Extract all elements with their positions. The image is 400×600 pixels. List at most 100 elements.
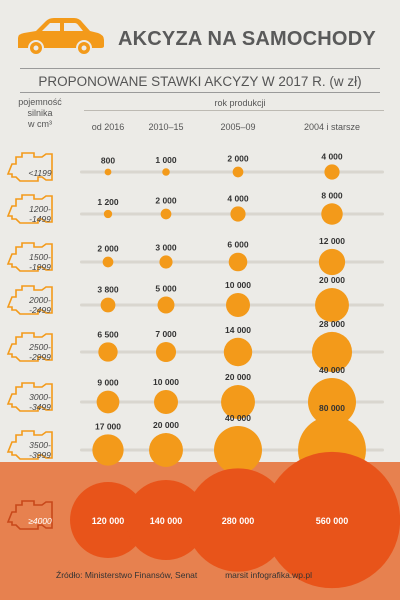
value-label-6-0: 17 000 <box>95 421 121 431</box>
bubble-5-0 <box>96 390 120 414</box>
value-label-3-2: 10 000 <box>225 280 251 290</box>
divider-bottom <box>20 92 380 93</box>
page-title: AKCYZA NA SAMOCHODY <box>118 28 376 50</box>
bubble-6-2 <box>214 426 262 474</box>
value-label-2-3: 12 000 <box>319 236 345 246</box>
bubble-7-0 <box>70 482 146 558</box>
value-label-6-2: 40 000 <box>225 413 251 423</box>
capacity-header-line2: silnika <box>27 108 53 118</box>
bubble-1-2 <box>230 206 246 222</box>
bubble-7-2 <box>186 468 290 572</box>
bubble-4-0 <box>98 342 118 362</box>
bubble-5-2 <box>221 385 255 419</box>
value-label-0-0: 800 <box>101 156 115 166</box>
bubble-0-0 <box>104 168 112 176</box>
value-label-6-1: 20 000 <box>153 420 179 430</box>
column-label-0: od 2016 <box>92 122 125 132</box>
value-label-5-0: 9 000 <box>97 378 119 388</box>
value-label-5-1: 10 000 <box>153 377 179 387</box>
bubble-1-3 <box>321 203 343 225</box>
engine-icon <box>6 152 53 182</box>
production-header: rok produkcji <box>214 98 266 108</box>
bubble-2-3 <box>318 248 346 276</box>
value-label-0-3: 4 000 <box>321 151 343 161</box>
value-label-3-1: 5 000 <box>155 284 177 294</box>
production-header-line <box>84 110 384 111</box>
value-label-0-1: 1 000 <box>155 155 177 165</box>
divider-top <box>20 68 380 69</box>
value-label-4-1: 7 000 <box>155 329 177 339</box>
bubble-1-0 <box>103 209 113 219</box>
value-label-4-2: 14 000 <box>225 325 251 335</box>
row-label-line2: -2999 <box>29 352 51 362</box>
value-label-2-1: 3 000 <box>155 242 177 252</box>
engine-icon <box>6 332 53 362</box>
value-label-7-1: 140 000 <box>150 516 183 526</box>
value-label-0-2: 2 000 <box>227 154 249 164</box>
engine-icon <box>6 430 53 460</box>
chart-row-7: ≥4000 120 000 140 000 280 000 560 000 <box>6 451 400 589</box>
row-track <box>80 170 384 174</box>
value-label-7-3: 560 000 <box>316 516 349 526</box>
bubble-2-0 <box>102 256 114 268</box>
value-label-7-2: 280 000 <box>222 516 255 526</box>
bubble-4-3 <box>311 331 353 373</box>
header: AKCYZA NA SAMOCHODY <box>0 0 400 70</box>
chart-row-2: 1500--1999 2 000 3 000 6 000 12 000 <box>6 236 384 276</box>
row-label-line1: ≥4000 <box>28 516 52 526</box>
column-label-1: 2010–15 <box>148 122 183 132</box>
bubble-6-0 <box>92 434 124 466</box>
value-label-2-2: 6 000 <box>227 240 249 250</box>
row-label-line2: -3999 <box>29 450 51 460</box>
bubble-3-0 <box>100 297 116 313</box>
capacity-header-line3: w cm³ <box>28 119 52 129</box>
source-note: Źródło: Ministerstwo Finansów, Senat <box>56 570 198 580</box>
bubble-0-1 <box>162 168 170 176</box>
chart-row-3: 2000--2499 3 800 5 000 10 000 20 000 <box>6 275 384 322</box>
row-label-line2: -2499 <box>29 305 51 315</box>
row-label-line1: <1199 <box>28 168 52 178</box>
row-label-line1: 1200- <box>29 204 51 214</box>
value-label-7-0: 120 000 <box>92 516 125 526</box>
engine-icon <box>6 194 53 224</box>
capacity-header-line1: pojemność <box>18 97 62 107</box>
row-label-line1: 1500- <box>29 252 51 262</box>
chart-row-1: 1200--1499 1 200 2 000 4 000 8 000 <box>6 190 384 225</box>
chart-subtitle: PROPONOWANE STAWKI AKCYZY W 2017 R. (w z… <box>38 74 362 89</box>
bubble-2-1 <box>159 255 173 269</box>
value-label-4-3: 28 000 <box>319 319 345 329</box>
engine-icon <box>6 382 53 412</box>
value-label-3-0: 3 800 <box>97 285 119 295</box>
value-label-5-3: 40 000 <box>319 365 345 375</box>
bubble-7-1 <box>125 479 207 561</box>
row-label-line2: -3499 <box>29 402 51 412</box>
engine-icon <box>6 500 53 530</box>
bubble-5-3 <box>308 378 356 426</box>
chart-row-5: 3000--3499 9 000 10 000 20 000 40 000 <box>6 365 384 426</box>
value-label-3-3: 20 000 <box>319 275 345 285</box>
bubble-3-2 <box>226 293 250 317</box>
engine-icon <box>6 285 53 315</box>
value-label-1-2: 4 000 <box>227 193 249 203</box>
row-label-line1: 2500- <box>28 342 51 352</box>
bubble-1-1 <box>160 208 172 220</box>
bubble-4-1 <box>155 341 177 363</box>
credit-note: marsit infografika.wp.pl <box>225 570 312 580</box>
capacity-header: pojemność silnika w cm³ <box>10 97 70 130</box>
row-label-line1: 2000- <box>28 295 51 305</box>
column-label-2: 2005–09 <box>220 122 255 132</box>
bubble-3-3 <box>315 288 349 322</box>
bubble-5-1 <box>154 390 178 414</box>
bubble-0-3 <box>324 164 340 180</box>
column-label-3: 2004 i starsze <box>304 122 360 132</box>
value-label-5-2: 20 000 <box>225 372 251 382</box>
value-label-1-3: 8 000 <box>321 190 343 200</box>
chart-row-0: <1199 800 1 000 2 000 4 000 <box>6 151 384 182</box>
row-label-line2: -1999 <box>29 262 51 272</box>
value-label-2-0: 2 000 <box>97 244 119 254</box>
value-label-1-0: 1 200 <box>97 197 119 207</box>
car-icon <box>18 18 104 56</box>
bubble-3-1 <box>157 296 175 314</box>
bubble-0-2 <box>232 166 244 178</box>
